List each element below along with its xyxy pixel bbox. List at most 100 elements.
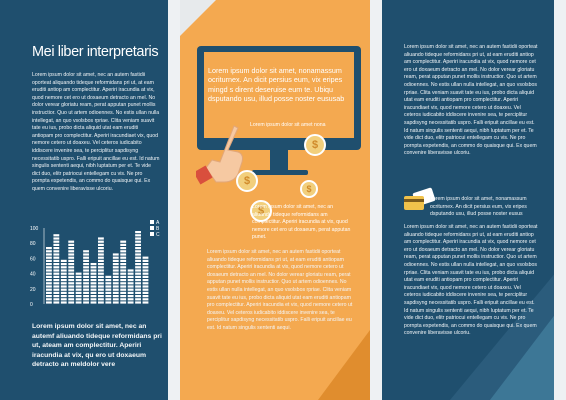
bar-segment	[98, 285, 104, 288]
middle-body-text: Lorem ipsum dolor sit amet, nec an autem…	[207, 249, 353, 331]
bar-segment	[105, 279, 112, 282]
bar-segment	[135, 247, 141, 250]
bar-segment	[120, 295, 127, 298]
bar-segment	[105, 298, 112, 301]
bar-segment	[135, 234, 141, 237]
bar-segment	[135, 240, 141, 243]
bar-segment	[46, 272, 52, 275]
bar-segment	[120, 247, 127, 250]
bar-segment	[142, 269, 149, 272]
bar-segment	[53, 240, 60, 243]
bar-segment	[53, 263, 60, 266]
bar-segment	[83, 295, 89, 298]
y-tick-label: 20	[30, 287, 36, 293]
monitor-headline: Lorem ipsum dolor sit amet, nonamassum o…	[208, 66, 345, 104]
bar-segment	[68, 266, 75, 269]
bar-segment	[68, 275, 75, 278]
bar-segment	[112, 259, 119, 262]
left-body-text: Lorem ipsum dolor sit amet, nec an autem…	[32, 72, 160, 204]
bar-segment	[68, 295, 75, 298]
bar-segment	[142, 259, 149, 262]
bar-segment	[83, 250, 89, 253]
bar-segment	[90, 301, 97, 304]
bar-segment	[105, 282, 112, 285]
bar-segment	[135, 275, 141, 278]
bar-segment	[68, 285, 75, 288]
bar-segment	[120, 256, 127, 259]
dollar-coin-icon: $	[250, 200, 272, 222]
bar-segment	[135, 279, 141, 282]
bar-segment	[112, 269, 119, 272]
bar-segment	[83, 269, 89, 272]
bar-segment	[46, 301, 52, 304]
bar-segment	[120, 301, 127, 304]
bar-segment	[90, 295, 97, 298]
bar-segment	[68, 256, 75, 259]
fold-corner	[180, 0, 216, 36]
bar-segment	[46, 275, 52, 278]
bar-segment	[68, 253, 75, 256]
bar-segment	[120, 282, 127, 285]
bar-segment	[46, 263, 52, 266]
bar-segment	[98, 272, 104, 275]
bar-segment	[68, 282, 75, 285]
bar-segment	[68, 301, 75, 304]
bar-segment	[53, 237, 60, 240]
bar-segment	[60, 275, 67, 278]
bar-segment	[135, 231, 141, 234]
bar-segment	[53, 291, 60, 294]
y-tick-label: 40	[30, 272, 36, 278]
bar-segment	[46, 259, 52, 262]
bar-segment	[53, 259, 60, 262]
bar-segment	[46, 285, 52, 288]
legend-swatch	[150, 232, 154, 236]
bar-segment	[142, 282, 149, 285]
bar-segment	[90, 282, 97, 285]
bar-segment	[127, 272, 134, 275]
bar-segment	[135, 237, 141, 240]
bar-segment	[83, 266, 89, 269]
bar-segment	[46, 266, 52, 269]
bar-segment	[90, 298, 97, 301]
y-tick-label: 100	[30, 226, 39, 232]
bar-segment	[120, 272, 127, 275]
bar-segment	[142, 301, 149, 304]
bar-segment	[46, 298, 52, 301]
bar-segment	[75, 275, 82, 278]
bar-segment	[90, 272, 97, 275]
bar-segment	[98, 240, 104, 243]
bar-segment	[53, 275, 60, 278]
bar-segment	[135, 288, 141, 291]
legend-label: B	[156, 226, 160, 232]
bar-segment	[46, 250, 52, 253]
panel-title: Mei liber interpretaris	[32, 44, 159, 60]
bar-segment	[46, 253, 52, 256]
bar-segment	[98, 256, 104, 259]
bar-segment	[135, 282, 141, 285]
bar-segment	[135, 269, 141, 272]
bar-segment	[105, 285, 112, 288]
bar-segment	[135, 298, 141, 301]
y-tick-label: 60	[30, 256, 36, 262]
bar-segment	[46, 256, 52, 259]
bar-segment	[105, 295, 112, 298]
bar-segment	[90, 275, 97, 278]
chart-legend: ABC	[150, 220, 160, 238]
bar-segment	[68, 259, 75, 262]
bar-segment	[46, 247, 52, 250]
bar-segment	[127, 295, 134, 298]
bar-segment	[60, 298, 67, 301]
legend-label: A	[156, 220, 160, 226]
bar-segment	[83, 263, 89, 266]
bar-segment	[120, 275, 127, 278]
bar-segment	[60, 266, 67, 269]
legend-swatch	[150, 220, 154, 224]
bar-segment	[83, 253, 89, 256]
bar-segment	[83, 282, 89, 285]
bar-segment	[98, 237, 104, 240]
bar-segment	[83, 272, 89, 275]
bar-segment	[53, 301, 60, 304]
monitor-caption: Lorem ipsum dolor sit amet nona	[250, 122, 326, 128]
bar-segment	[98, 275, 104, 278]
bar-segment	[142, 288, 149, 291]
